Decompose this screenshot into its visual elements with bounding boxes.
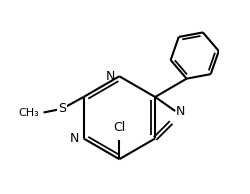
Text: S: S: [58, 102, 66, 115]
Text: Cl: Cl: [113, 121, 126, 134]
Text: N: N: [70, 132, 79, 145]
Text: N: N: [176, 105, 185, 118]
Text: CH₃: CH₃: [18, 107, 39, 118]
Text: N: N: [105, 70, 115, 83]
